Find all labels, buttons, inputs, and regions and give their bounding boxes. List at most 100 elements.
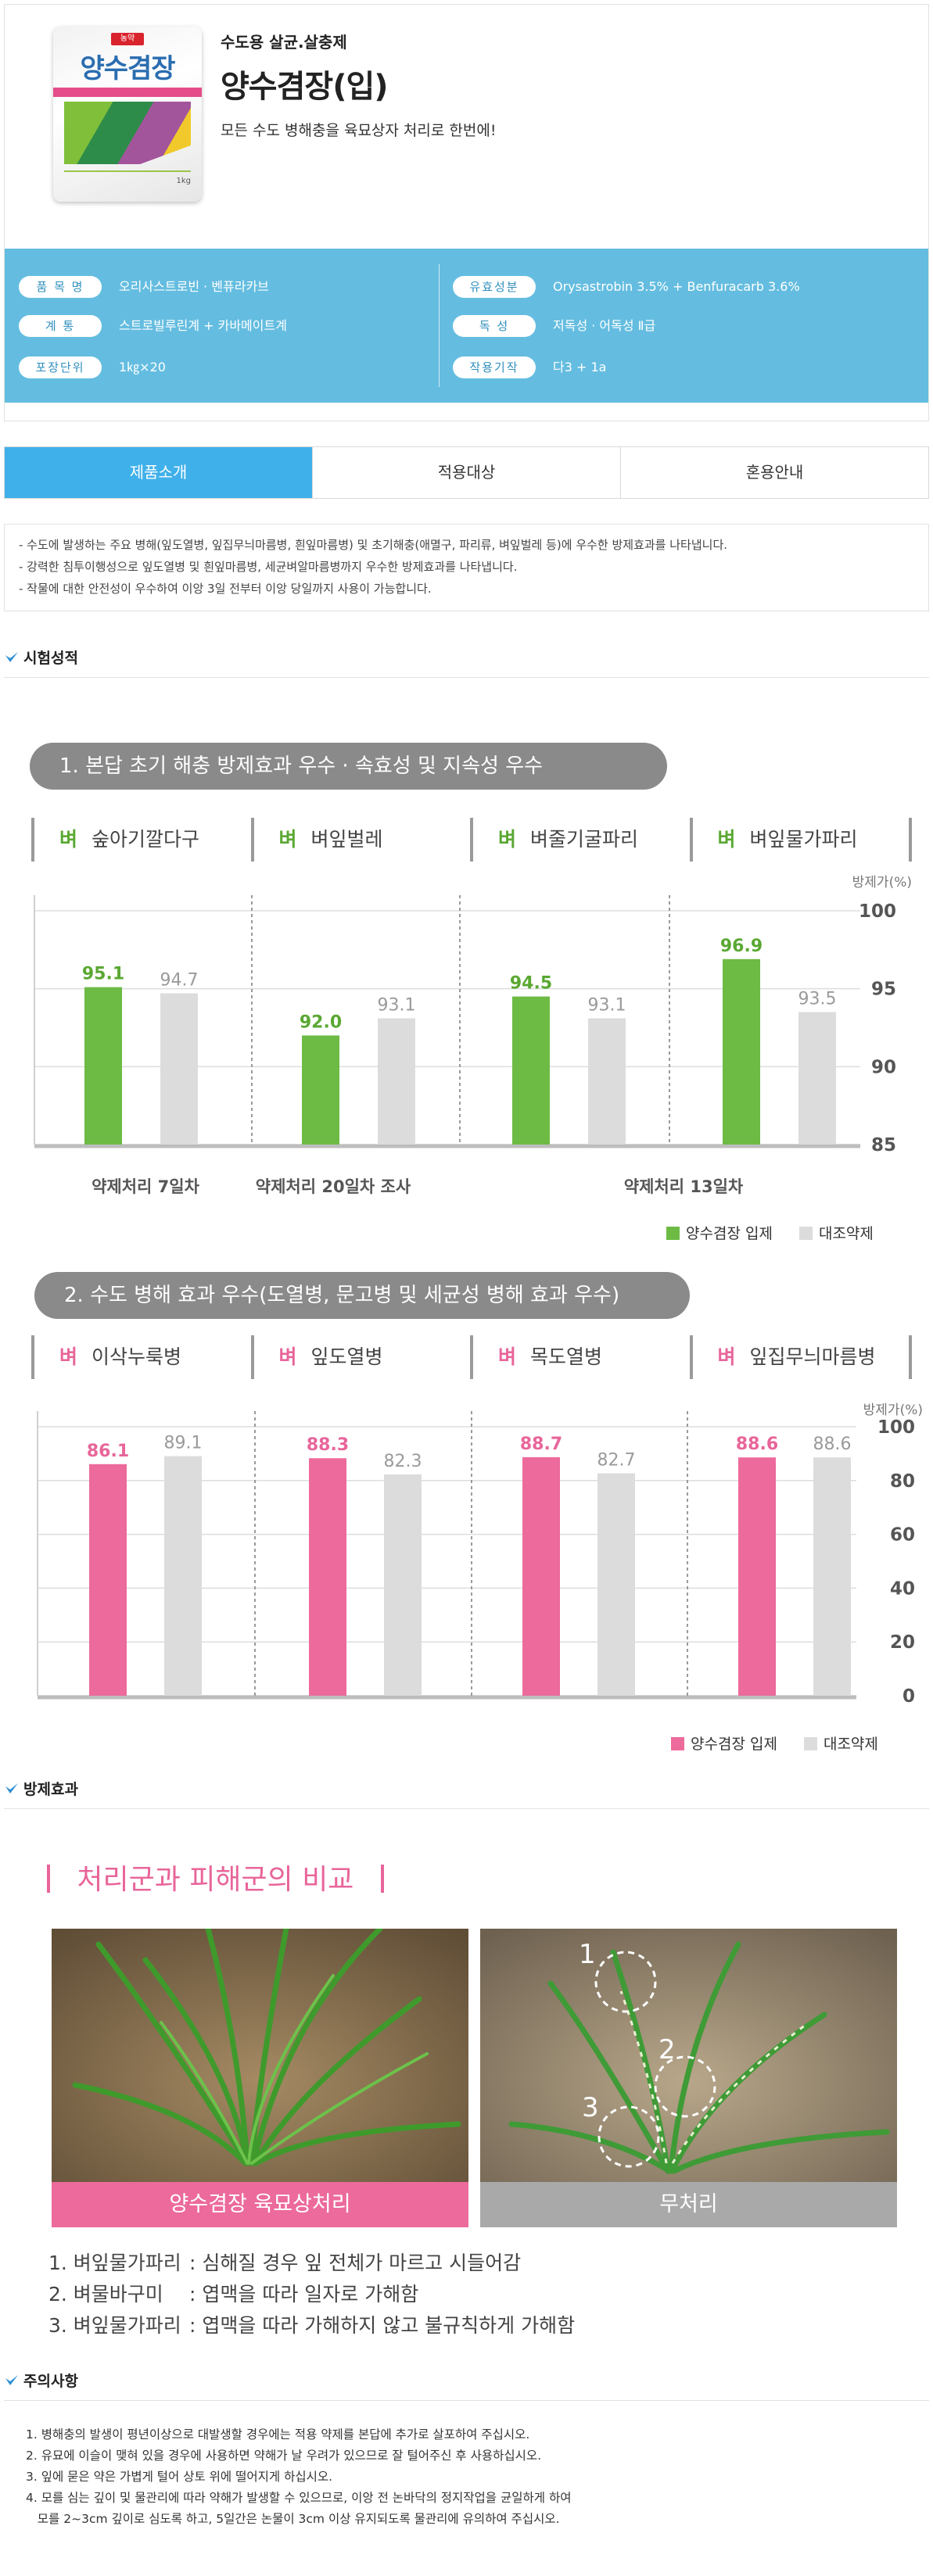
product-title: 양수겸장(입) <box>221 69 389 105</box>
section-control-effect: 방제효과 <box>5 1778 78 1799</box>
chart2-category: 벼 이삭누룩병 <box>31 1335 251 1379</box>
data-label-treat: 88.3 <box>307 1435 349 1455</box>
intro-line: - 작물에 대한 안전성이 우수하여 이앙 3일 전부터 이앙 당일까지 사용이… <box>19 582 432 596</box>
chart1-category: 벼 벼줄기굴파리 <box>470 818 690 862</box>
section-title: 시험성적 <box>23 650 78 667</box>
spec-label: 품 목 명 <box>19 276 102 298</box>
legend-item-control: 대조약제 <box>798 1225 874 1242</box>
spec-value: 1㎏×20 <box>119 360 166 374</box>
y-tick-label: 20 <box>890 1632 915 1653</box>
damage-marker: 2 <box>658 2034 676 2065</box>
chart1-category: 벼 숲아기깔다구 <box>31 818 251 862</box>
untreated-rice-photo: 1 2 3 <box>480 1929 897 2182</box>
chart2-category: 벼 잎도열병 <box>250 1335 471 1379</box>
spec-label: 작용기작 <box>453 356 536 378</box>
data-label-treat: 88.6 <box>736 1435 778 1454</box>
bar-treat <box>723 958 760 1145</box>
y-tick-label: 95 <box>871 980 896 1000</box>
checkmark-icon <box>5 1783 18 1793</box>
damage-marker: 3 <box>582 2092 599 2123</box>
tab-product-intro[interactable]: 제품소개 <box>5 447 312 498</box>
package-weight: 1kg <box>64 170 191 189</box>
checkmark-icon <box>5 2375 18 2385</box>
spec-label: 유효성분 <box>453 276 536 298</box>
bar-control <box>164 1456 202 1696</box>
product-package-image: 농약 양수겸장 1kg <box>53 27 202 202</box>
section-cautions: 주의사항 <box>5 2370 78 2391</box>
data-label-treat: 92.0 <box>300 1012 342 1032</box>
bar-treat <box>84 987 122 1145</box>
chart2-category-row: 벼 이삭누룩병 벼 잎도열병 벼 목도열병 벼 잎집무늬마름병 <box>31 1335 912 1379</box>
caution-line: 2. 유묘에 이슬이 맺혀 있을 경우에 사용하면 약해가 날 우려가 있으므로… <box>26 2449 542 2463</box>
data-label-treat: 95.1 <box>82 965 124 984</box>
y-tick-label: 100 <box>877 1417 915 1438</box>
caution-line: 4. 모를 심는 깊이 및 물관리에 따라 약해가 발생할 수 있으므로, 이앙… <box>26 2491 572 2505</box>
bar-control <box>384 1474 422 1696</box>
package-logo: 농약 <box>111 33 144 45</box>
y-tick-label: 80 <box>890 1471 915 1492</box>
pest-note: 2. 벼물바구미: 엽맥을 따라 일자로 가해함 <box>48 2283 419 2306</box>
pest-note: 3. 벼잎물가파리: 엽맥을 따라 가해하지 않고 불규칙하게 가해함 <box>48 2314 576 2337</box>
treated-caption: 양수겸장 육묘상처리 <box>52 2182 468 2227</box>
chart1-plot: 방제가(%) 100 95 90 85 95.1 94.7 92.0 93.1 94.5 93.1 9… <box>34 875 912 1196</box>
y-tick-label: 0 <box>902 1686 915 1707</box>
spec-value: Orysastrobin 3.5% + Benfuracarb 3.6% <box>553 279 800 294</box>
intro-box: - 수도에 발생하는 주요 병해(잎도열병, 잎집무늬마름병, 흰잎마름병) 및… <box>4 524 929 611</box>
caution-line: 모를 2~3cm 깊이로 심도록 하고, 5일간은 논물이 3cm 이상 유지되… <box>26 2512 560 2526</box>
spec-label: 독 성 <box>453 315 536 337</box>
data-label-treat: 86.1 <box>87 1442 129 1461</box>
y-unit-label: 방제가(%) <box>852 875 912 890</box>
bar-control <box>588 1018 626 1145</box>
package-band <box>53 88 202 97</box>
chart1-banner: 1. 본답 초기 해충 방제효과 우수 · 속효성 및 지속성 우수 <box>30 743 667 790</box>
cautions-list: 1. 병해충의 발생이 평년이상으로 대발생할 경우에는 적용 약제를 본답에 … <box>4 2416 929 2572</box>
section-divider <box>4 1808 929 1809</box>
bar-treat <box>738 1457 776 1696</box>
y-tick-label: 85 <box>871 1135 896 1155</box>
section-test-results: 시험성적 <box>5 647 78 668</box>
bar-treat <box>522 1456 560 1696</box>
tab-application[interactable]: 적용대상 <box>312 447 620 498</box>
bar-treat <box>89 1464 127 1696</box>
data-label-control: 89.1 <box>164 1433 203 1453</box>
chart1-category-row: 벼 숲아기깔다구 벼 벼잎벌레 벼 벼줄기굴파리 벼 벼잎물가파리 <box>31 818 912 862</box>
data-label-treat: 94.5 <box>510 974 552 994</box>
bar-treat <box>309 1458 346 1696</box>
intro-line: - 강력한 침투이행성으로 잎도열병 및 흰잎마름병, 세균벼알마름병까지 우수… <box>19 560 518 574</box>
intro-line: - 수도에 발생하는 주요 병해(잎도열병, 잎집무늬마름병, 흰잎마름병) 및… <box>19 538 728 552</box>
y-tick-label: 40 <box>890 1578 915 1599</box>
bar-control <box>798 1012 836 1145</box>
chart1-legend: 양수겸장 입제 대조약제 <box>666 1222 874 1243</box>
package-bag: 농약 양수겸장 1kg <box>53 27 202 202</box>
spec-divider <box>439 264 440 387</box>
section-divider <box>4 677 929 678</box>
chart1-category: 벼 벼잎벌레 <box>250 818 471 862</box>
package-artwork <box>64 102 191 164</box>
spec-value: 스트로빌루린계 + 카바메이트계 <box>119 318 287 333</box>
x-axis-label: 약제처리 7일차 <box>92 1177 200 1196</box>
data-label-control: 93.5 <box>798 990 837 1009</box>
spec-value: 오리사스트로빈 · 벤퓨라카브 <box>119 279 269 294</box>
section-title: 주의사항 <box>23 2373 78 2390</box>
x-axis-label: 약제처리 20일차 조사 <box>256 1177 411 1196</box>
y-unit-label: 방제가(%) <box>863 1403 923 1418</box>
legend-item-treat: 양수겸장 입제 <box>671 1736 777 1753</box>
caution-line: 3. 잎에 묻은 약은 가볍게 털어 상토 위에 떨어지게 하십시오. <box>26 2470 333 2484</box>
data-label-treat: 88.7 <box>520 1435 562 1454</box>
product-description: 모든 수도 병해충을 육묘상자 처리로 한번에! <box>221 122 497 139</box>
checkmark-icon <box>5 652 18 662</box>
comparison-title: 처리군과 피해군의 비교 <box>47 1857 384 1897</box>
spec-label: 포장단위 <box>19 356 102 378</box>
tab-mixing-guide[interactable]: 혼용안내 <box>620 447 928 498</box>
data-label-control: 94.7 <box>160 971 199 991</box>
chart2-banner: 2. 수도 병해 효과 우수(도열병, 문고병 및 세균성 병해 효과 우수) <box>34 1272 690 1319</box>
bar-treat <box>302 1035 339 1145</box>
bar-control <box>597 1473 635 1696</box>
data-label-control: 93.1 <box>588 996 626 1016</box>
section-title: 방제효과 <box>23 1781 78 1798</box>
spec-label: 계 통 <box>19 315 102 337</box>
bar-control <box>378 1018 415 1145</box>
chart1-category: 벼 벼잎물가파리 <box>689 818 912 862</box>
bar-control <box>160 993 198 1145</box>
bar-control <box>813 1457 851 1696</box>
